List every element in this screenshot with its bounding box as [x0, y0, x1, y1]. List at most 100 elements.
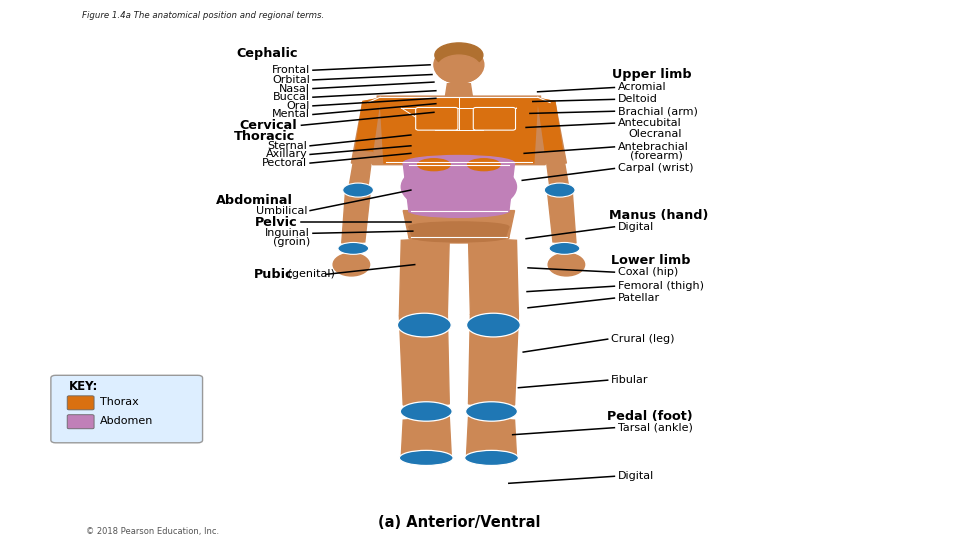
Ellipse shape	[399, 450, 453, 465]
Ellipse shape	[357, 258, 367, 270]
Text: Nasal: Nasal	[279, 84, 310, 93]
Text: Figure 1.4a The anatomical position and regional terms.: Figure 1.4a The anatomical position and …	[82, 11, 324, 20]
FancyBboxPatch shape	[51, 375, 203, 443]
Ellipse shape	[466, 402, 517, 421]
Ellipse shape	[337, 258, 347, 270]
Text: Pectoral: Pectoral	[262, 158, 307, 168]
FancyBboxPatch shape	[67, 415, 94, 429]
Text: (forearm): (forearm)	[630, 151, 683, 160]
FancyBboxPatch shape	[67, 396, 94, 410]
Ellipse shape	[345, 184, 372, 196]
Text: Deltoid: Deltoid	[618, 94, 659, 104]
Text: Carpal (wrist): Carpal (wrist)	[618, 164, 694, 173]
Ellipse shape	[571, 258, 581, 270]
Polygon shape	[348, 151, 372, 190]
Ellipse shape	[549, 242, 580, 254]
Text: Frontal: Frontal	[272, 65, 310, 75]
Text: Cervical: Cervical	[240, 119, 298, 132]
Text: Lower limb: Lower limb	[611, 254, 690, 267]
Polygon shape	[538, 98, 566, 163]
Ellipse shape	[435, 43, 483, 68]
Ellipse shape	[556, 257, 565, 269]
Text: KEY:: KEY:	[69, 380, 99, 393]
FancyBboxPatch shape	[473, 107, 516, 130]
Ellipse shape	[403, 156, 515, 171]
Polygon shape	[467, 417, 516, 456]
Ellipse shape	[465, 450, 518, 465]
Polygon shape	[380, 98, 538, 163]
Ellipse shape	[469, 315, 517, 335]
Text: Antecubital: Antecubital	[618, 118, 682, 128]
Ellipse shape	[468, 452, 516, 464]
Text: Femoral (thigh): Femoral (thigh)	[618, 281, 705, 291]
Polygon shape	[403, 211, 515, 238]
Text: Manus (hand): Manus (hand)	[609, 210, 708, 222]
Ellipse shape	[409, 222, 509, 232]
Text: (genital): (genital)	[284, 269, 335, 279]
Ellipse shape	[567, 257, 577, 269]
Text: Abdomen: Abdomen	[100, 416, 154, 426]
Text: (a) Anterior/Ventral: (a) Anterior/Ventral	[377, 515, 540, 530]
Text: Thoracic: Thoracic	[233, 130, 295, 143]
Text: Brachial (arm): Brachial (arm)	[618, 106, 698, 116]
Ellipse shape	[468, 159, 500, 171]
Text: Pelvic: Pelvic	[255, 216, 298, 229]
Text: Upper limb: Upper limb	[612, 68, 692, 81]
Text: Digital: Digital	[618, 471, 655, 481]
Ellipse shape	[400, 315, 448, 335]
Ellipse shape	[468, 403, 515, 420]
Text: Buccal: Buccal	[273, 92, 310, 102]
FancyBboxPatch shape	[416, 107, 458, 130]
Polygon shape	[355, 98, 380, 152]
Ellipse shape	[400, 402, 452, 421]
Polygon shape	[468, 238, 518, 316]
Text: Thorax: Thorax	[100, 397, 138, 407]
Text: © 2018 Pearson Education, Inc.: © 2018 Pearson Education, Inc.	[86, 528, 220, 536]
Polygon shape	[538, 98, 563, 152]
Ellipse shape	[352, 257, 362, 269]
Ellipse shape	[548, 253, 585, 276]
Text: Patellar: Patellar	[618, 293, 660, 303]
Text: Fibular: Fibular	[611, 375, 648, 385]
Ellipse shape	[397, 313, 451, 337]
Text: Antebrachial: Antebrachial	[618, 142, 689, 152]
Ellipse shape	[544, 183, 575, 197]
Text: Axillary: Axillary	[266, 150, 307, 159]
Text: Crural (leg): Crural (leg)	[611, 334, 674, 344]
Text: Digital: Digital	[618, 222, 655, 232]
Ellipse shape	[418, 159, 450, 171]
Ellipse shape	[402, 452, 450, 464]
Polygon shape	[372, 96, 545, 165]
Text: Sternal: Sternal	[267, 141, 307, 151]
Ellipse shape	[340, 244, 367, 253]
Ellipse shape	[562, 256, 571, 268]
Text: Umbilical: Umbilical	[255, 206, 307, 215]
Polygon shape	[468, 314, 518, 405]
Ellipse shape	[341, 257, 350, 269]
Ellipse shape	[347, 256, 356, 268]
Ellipse shape	[409, 232, 509, 243]
Polygon shape	[351, 98, 380, 163]
Ellipse shape	[403, 403, 449, 420]
Polygon shape	[547, 189, 576, 243]
Text: Abdominal: Abdominal	[216, 194, 293, 207]
Polygon shape	[545, 151, 569, 190]
Ellipse shape	[546, 184, 573, 196]
Ellipse shape	[413, 233, 505, 242]
Ellipse shape	[467, 313, 520, 337]
Text: Pubic: Pubic	[253, 268, 293, 281]
Ellipse shape	[409, 204, 509, 217]
Ellipse shape	[343, 183, 373, 197]
Ellipse shape	[401, 160, 516, 213]
Ellipse shape	[551, 258, 561, 270]
Polygon shape	[409, 227, 509, 239]
Text: Olecranal: Olecranal	[629, 129, 683, 139]
Ellipse shape	[338, 242, 369, 254]
Text: Cephalic: Cephalic	[236, 48, 298, 60]
Polygon shape	[399, 314, 449, 405]
Text: Acromial: Acromial	[618, 83, 667, 92]
Text: Mental: Mental	[272, 110, 310, 119]
Text: Coxal (hip): Coxal (hip)	[618, 267, 679, 277]
Text: (groin): (groin)	[273, 237, 310, 247]
Polygon shape	[342, 189, 371, 243]
